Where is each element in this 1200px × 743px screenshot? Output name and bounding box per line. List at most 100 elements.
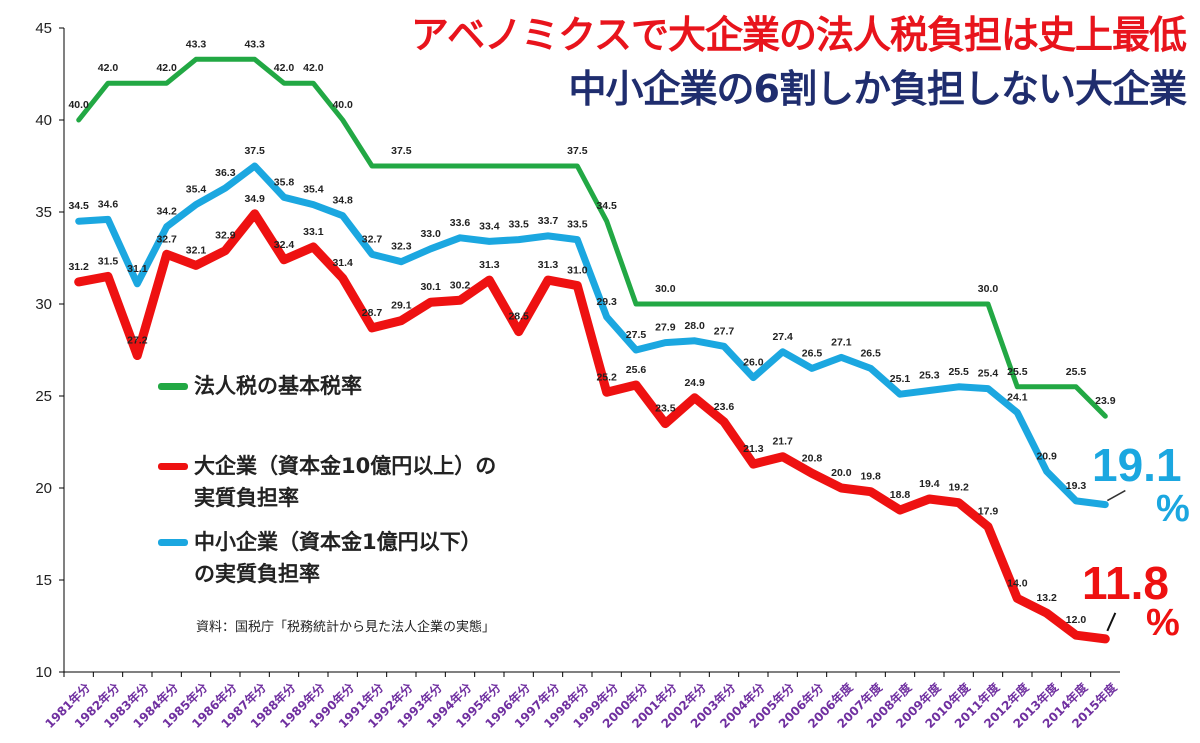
data-label: 19.8 <box>860 471 881 483</box>
data-label: 42.0 <box>303 62 324 74</box>
legend-label-line2: の実質負担率 <box>194 562 320 586</box>
data-label: 34.2 <box>156 206 177 218</box>
legend-swatch-green <box>158 383 188 390</box>
data-label: 34.5 <box>596 200 617 212</box>
data-label: 35.8 <box>274 176 295 188</box>
data-label: 29.1 <box>391 300 412 312</box>
data-label: 33.6 <box>450 217 471 229</box>
callout-pointer <box>1106 489 1126 502</box>
legend-label: 中小企業（資本金1億円以下） <box>194 530 482 554</box>
data-label: 31.1 <box>127 263 148 275</box>
data-label: 36.3 <box>215 167 236 179</box>
data-label: 33.5 <box>508 219 529 231</box>
data-label: 24.9 <box>684 377 705 389</box>
data-label: 43.3 <box>186 38 207 50</box>
data-label: 26.5 <box>860 347 881 359</box>
series-line <box>76 56 1108 419</box>
data-label: 27.5 <box>626 329 647 341</box>
data-label: 23.6 <box>714 401 735 413</box>
y-tick-label: 35 <box>35 204 52 221</box>
data-label: 30.0 <box>978 283 999 295</box>
data-label: 17.9 <box>978 506 999 518</box>
y-tick-label: 15 <box>35 572 52 589</box>
data-label: 25.2 <box>596 371 617 383</box>
legend-label: 法人税の基本税率 <box>194 374 362 398</box>
data-label: 34.6 <box>98 198 119 210</box>
data-label: 31.4 <box>332 257 353 269</box>
y-tick-label: 40 <box>35 112 52 129</box>
data-label: 24.1 <box>1007 392 1028 404</box>
data-label: 25.4 <box>978 368 999 380</box>
chart-title: アベノミクスで大企業の法人税負担は史上最低 <box>410 13 1187 57</box>
data-label: 31.5 <box>98 255 119 267</box>
legend-label: 大企業（資本金10億円以上）の <box>194 454 497 478</box>
data-label: 31.3 <box>538 259 559 271</box>
data-label: 19.3 <box>1066 480 1087 492</box>
data-label: 32.9 <box>215 230 236 242</box>
y-tick-label: 25 <box>35 388 52 405</box>
data-label: 30.1 <box>420 281 441 293</box>
callout-large-value: 11.8 <box>1082 557 1169 609</box>
data-label: 29.3 <box>596 296 617 308</box>
data-label: 20.0 <box>831 467 852 479</box>
chart-subtitle: 中小企業の6割しか負担しない大企業 <box>568 67 1187 111</box>
data-label: 42.0 <box>98 62 119 74</box>
data-label: 34.8 <box>332 195 353 207</box>
data-label: 25.6 <box>626 364 647 376</box>
data-label: 34.9 <box>244 193 265 205</box>
data-label: 32.7 <box>362 233 383 245</box>
data-label: 19.4 <box>919 478 940 490</box>
data-label: 31.0 <box>567 265 588 277</box>
y-tick-label: 30 <box>35 296 52 313</box>
data-label: 31.2 <box>68 261 89 273</box>
data-label: 25.3 <box>919 369 940 381</box>
data-label: 42.0 <box>274 62 295 74</box>
data-label: 40.0 <box>68 99 89 111</box>
source-note: 資料：国税庁「税務統計から見た法人企業の実態」 <box>196 620 496 635</box>
data-label: 33.0 <box>420 228 441 240</box>
data-label: 25.1 <box>890 373 911 385</box>
data-label: 28.0 <box>684 320 705 332</box>
data-label: 21.3 <box>743 443 764 455</box>
data-label: 35.4 <box>303 184 324 196</box>
data-label: 27.2 <box>127 335 148 347</box>
data-label: 12.0 <box>1066 614 1087 626</box>
data-label: 30.0 <box>655 283 676 295</box>
series-line <box>75 162 1109 509</box>
data-label: 19.2 <box>948 482 969 494</box>
data-label: 33.5 <box>567 219 588 231</box>
data-label: 27.1 <box>831 336 852 348</box>
data-label: 14.0 <box>1007 577 1028 589</box>
data-label: 33.1 <box>303 226 324 238</box>
data-label: 37.5 <box>567 145 588 157</box>
data-label: 26.0 <box>743 357 764 369</box>
data-label: 18.8 <box>890 489 911 501</box>
data-label: 37.5 <box>391 145 412 157</box>
data-label: 25.5 <box>1066 366 1087 378</box>
data-label: 23.5 <box>655 403 676 415</box>
legend-swatch-blue <box>158 539 188 546</box>
callout-pointer <box>1106 612 1117 632</box>
data-label: 30.2 <box>450 279 471 291</box>
data-label: 25.5 <box>948 366 969 378</box>
data-label: 28.5 <box>508 311 529 323</box>
data-label: 42.0 <box>156 62 177 74</box>
data-label: 40.0 <box>332 99 353 111</box>
legend-item-green: 法人税の基本税率 <box>158 370 362 402</box>
data-label: 21.7 <box>772 436 793 448</box>
data-label: 20.8 <box>802 452 823 464</box>
legend-label-line2: 実質負担率 <box>194 486 299 510</box>
data-label: 31.3 <box>479 259 500 271</box>
data-label: 27.7 <box>714 325 735 337</box>
data-label: 20.9 <box>1036 450 1057 462</box>
data-label: 28.7 <box>362 307 383 319</box>
data-label: 32.1 <box>186 244 207 256</box>
data-label: 32.3 <box>391 241 412 253</box>
callout-large-unit: % <box>1146 602 1180 644</box>
callout-small-unit: % <box>1156 488 1190 530</box>
data-label: 33.4 <box>479 220 500 232</box>
data-label: 32.7 <box>156 233 177 245</box>
callout-small-value: 19.1 <box>1092 439 1182 491</box>
data-label: 33.7 <box>538 215 559 227</box>
